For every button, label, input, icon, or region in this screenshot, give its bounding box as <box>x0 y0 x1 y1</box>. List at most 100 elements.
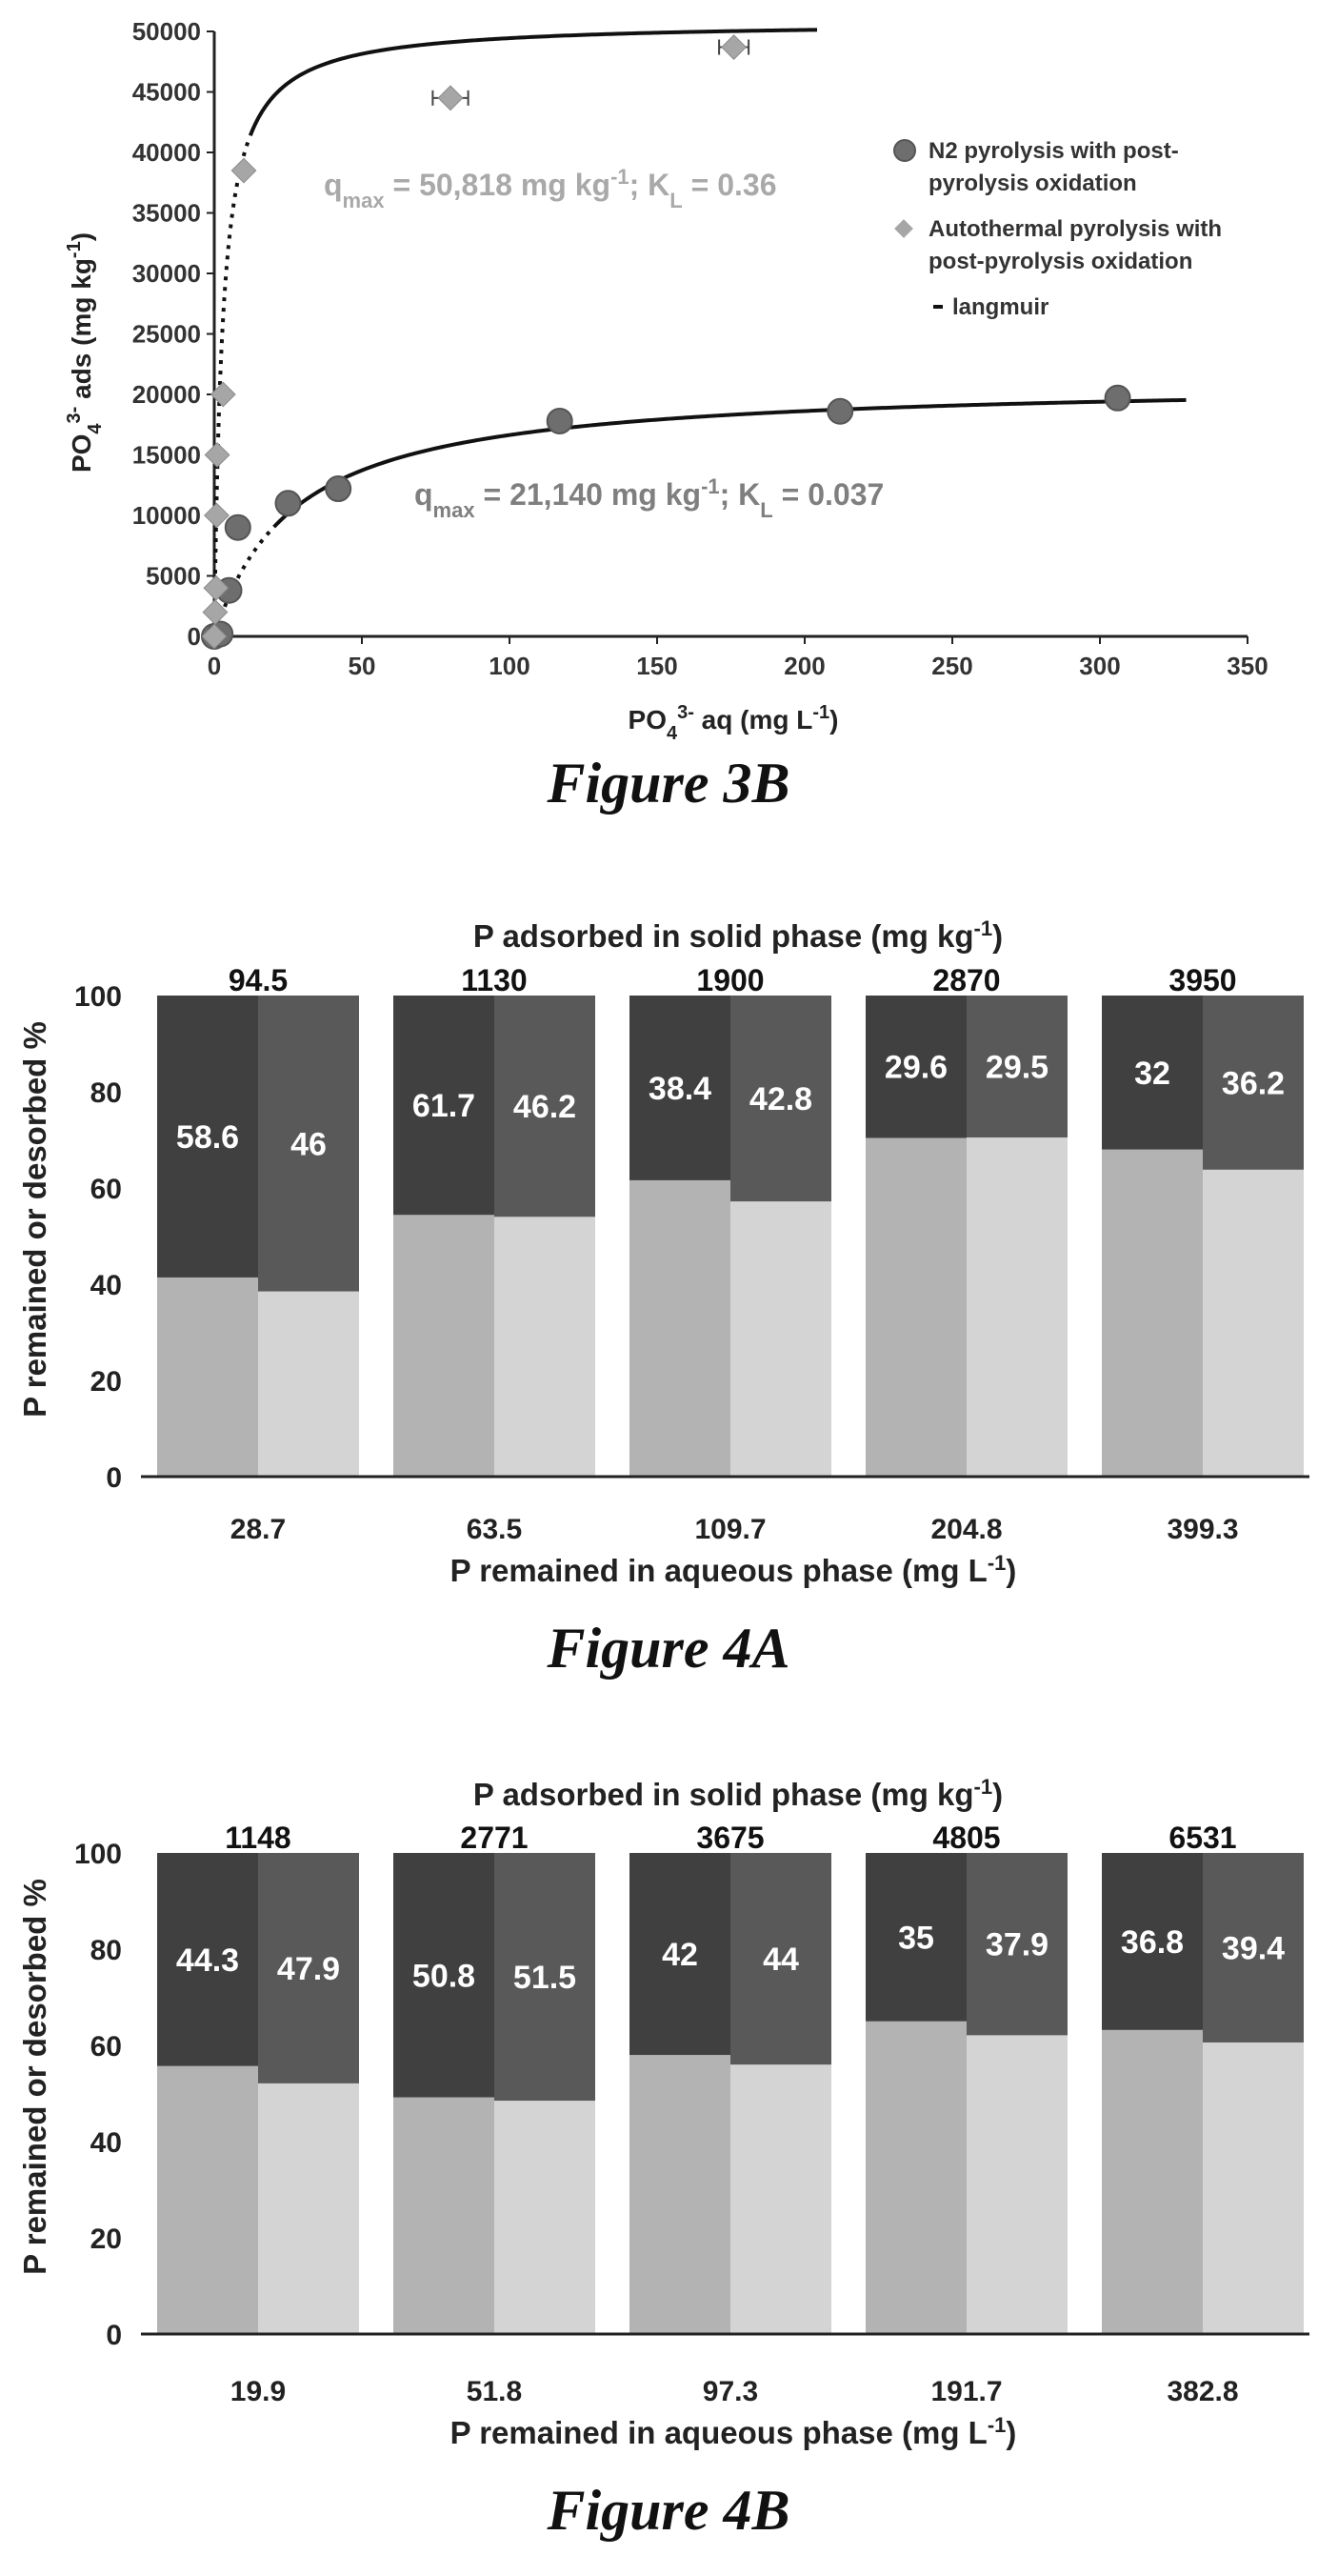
figure-3b-x-axis-label: PO43- aq (mg L-1) <box>629 702 839 744</box>
bar-value-label: 47.9 <box>277 1951 340 1987</box>
figure-4b-y-axis-label: P remained or desorbed % <box>17 1879 52 2275</box>
bar-value-label: 51.5 <box>513 1960 576 1996</box>
bar-value-label: 42.8 <box>749 1081 812 1117</box>
bar-segment-remained <box>967 1137 1068 1477</box>
bar-segment-remained <box>1102 1149 1203 1477</box>
bar-value-label: 42 <box>662 1937 698 1973</box>
category-label: 28.7 <box>230 1514 286 1545</box>
bar-segment-desorbed <box>494 996 595 1218</box>
y-tick-label: 50000 <box>132 17 201 46</box>
y-tick-label: 20 <box>90 2224 122 2255</box>
category-label: 97.3 <box>703 2376 758 2407</box>
autothermal-data-point <box>202 599 229 626</box>
bar-segment-remained <box>967 2035 1068 2334</box>
bar-segment-desorbed <box>157 1853 258 2066</box>
n2-data-point <box>546 407 573 434</box>
x-tick-label: 50 <box>349 652 376 680</box>
bar-value-label: 29.5 <box>986 1049 1048 1085</box>
legend-label-autothermal-line1: Autothermal pyrolysis with <box>929 216 1222 242</box>
bar-segment-remained <box>866 1137 967 1477</box>
y-tick-label: 80 <box>90 1077 122 1109</box>
autothermal-data-point <box>721 34 748 60</box>
top-value-label: 94.5 <box>229 963 288 997</box>
x-tick-label: 250 <box>931 652 972 680</box>
category-label: 109.7 <box>694 1514 766 1545</box>
y-tick-label: 40000 <box>132 138 201 167</box>
y-tick-label: 0 <box>106 2320 122 2351</box>
autothermal-data-point <box>437 85 464 111</box>
y-tick-label: 0 <box>188 622 201 651</box>
y-tick-label: 20 <box>90 1366 122 1398</box>
bar-segment-desorbed <box>967 1853 1068 2036</box>
figure-4a-axes: 0 20 40 60 80 100 <box>74 981 1309 1494</box>
bar-value-label: 44 <box>763 1942 799 1978</box>
y-tick-label: 20000 <box>132 380 201 409</box>
bar-value-label: 37.9 <box>986 1927 1048 1963</box>
x-tick-label: 350 <box>1227 652 1268 680</box>
langmuir-curve <box>248 28 818 137</box>
bar-segment-desorbed <box>866 1853 967 2022</box>
bar-segment-remained <box>730 1201 831 1477</box>
bar-segment-remained <box>157 1277 258 1477</box>
y-tick-label: 15000 <box>132 441 201 470</box>
bar-segment-remained <box>258 1291 359 1477</box>
category-label: 51.8 <box>467 2376 522 2407</box>
bar-segment-remained <box>1203 2042 1304 2334</box>
figure-3b-annotation-autothermal: qmax = 50,818 mg kg-1; KL = 0.36 <box>324 165 776 212</box>
figure-3b-annotation-n2: qmax = 21,140 mg kg-1; KL = 0.037 <box>414 474 884 522</box>
figure-4a-y-axis-label: P remained or desorbed % <box>17 1021 52 1418</box>
y-tick-label: 60 <box>90 1174 122 1205</box>
bar-segment-remained <box>258 2083 359 2334</box>
figure-4b-stacked-bar-chart: P adsorbed in solid phase (mg kg-1) 44.3… <box>17 1775 1309 2542</box>
bar-segment-remained <box>730 2064 831 2334</box>
legend-label-langmuir: langmuir <box>952 294 1048 320</box>
bar-segment-desorbed <box>1203 1853 1304 2043</box>
y-tick-label: 35000 <box>132 199 201 228</box>
bar-segment-remained <box>494 1217 595 1477</box>
x-tick-label: 200 <box>784 652 825 680</box>
top-value-label: 1130 <box>461 963 527 997</box>
n2-data-point <box>224 513 251 541</box>
bar-value-label: 46.2 <box>513 1089 576 1125</box>
figure-4a-bars: 58.6 46 28.7 94.5 61.7 46.2 63.5 1130 38.4 42.8 10… <box>157 963 1304 1545</box>
figure-4b-x-axis-label: P remained in aqueous phase (mg L-1) <box>450 2413 1017 2451</box>
category-label: 63.5 <box>467 1514 522 1545</box>
category-label: 19.9 <box>230 2376 286 2407</box>
top-value-label: 4805 <box>932 1821 1000 1855</box>
top-value-label: 1900 <box>696 963 764 997</box>
bar-value-label: 36.2 <box>1222 1065 1285 1101</box>
bar-value-label: 29.6 <box>885 1050 948 1086</box>
x-tick-label: 150 <box>636 652 677 680</box>
top-value-label: 2870 <box>932 963 1000 997</box>
bar-segment-desorbed <box>1203 996 1304 1170</box>
figure-3b-legend: N2 pyrolysis with post- pyrolysis oxidat… <box>893 138 1222 320</box>
y-tick-label: 45000 <box>132 78 201 107</box>
bar-value-label: 36.8 <box>1121 1924 1184 1961</box>
bar-segment-desorbed <box>393 996 494 1216</box>
figure-3b-y-axis-label: PO43- ads (mg kg-1) <box>64 232 106 473</box>
bar-segment-desorbed <box>730 1853 831 2065</box>
top-value-label: 2771 <box>460 1821 528 1855</box>
bar-segment-desorbed <box>730 996 831 1202</box>
y-tick-label: 30000 <box>132 259 201 288</box>
bar-segment-remained <box>393 2097 494 2334</box>
figure-3b-data-points <box>201 34 1131 650</box>
bar-segment-desorbed <box>157 996 258 1278</box>
bar-segment-desorbed <box>629 1853 730 2056</box>
bar-segment-remained <box>157 2065 258 2334</box>
category-label: 382.8 <box>1167 2376 1238 2407</box>
y-tick-label: 100 <box>74 981 122 1013</box>
bar-segment-desorbed <box>967 996 1068 1137</box>
figure-4b-title: P adsorbed in solid phase (mg kg-1) <box>473 1775 1003 1813</box>
y-tick-label: 0 <box>106 1462 122 1494</box>
top-value-label: 1148 <box>225 1821 290 1855</box>
y-tick-label: 10000 <box>132 501 201 530</box>
n2-data-point <box>274 490 302 517</box>
figure-4a-caption: Figure 4A <box>546 1617 789 1680</box>
y-tick-label: 5000 <box>146 562 201 591</box>
bar-segment-desorbed <box>1102 996 1203 1150</box>
bar-segment-remained <box>494 2101 595 2334</box>
autothermal-data-point <box>210 381 236 408</box>
x-tick-label: 100 <box>489 652 529 680</box>
